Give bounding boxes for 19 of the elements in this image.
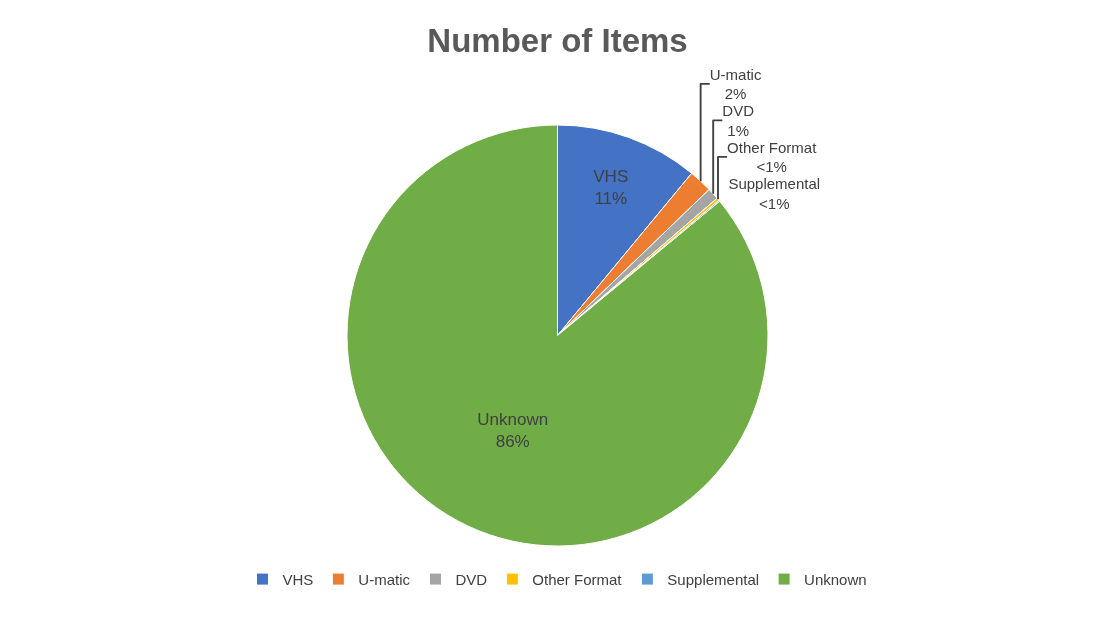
legend-label: DVD xyxy=(455,570,488,588)
data-label: 2% xyxy=(724,85,747,103)
slice-label: DVD xyxy=(722,102,755,120)
data-label: 86% xyxy=(495,432,530,452)
slice-label: U-matic xyxy=(709,65,762,83)
slice-label: Supplemental xyxy=(728,175,821,193)
slice-label: Other Format xyxy=(727,138,818,156)
legend-label: VHS xyxy=(282,570,314,588)
data-label: <1% xyxy=(759,194,790,212)
chart-title: Number of Items xyxy=(427,21,688,59)
legend-label: Supplemental xyxy=(667,570,760,588)
slice-label: VHS xyxy=(593,167,629,187)
data-label: 11% xyxy=(594,189,628,209)
data-label: <1% xyxy=(756,158,787,176)
legend-label: U-matic xyxy=(358,570,411,588)
legend-label: Unknown xyxy=(804,570,867,588)
data-label: 1% xyxy=(727,121,749,139)
legend-label: Other Format xyxy=(532,570,623,588)
slice-label: Unknown xyxy=(477,410,549,430)
